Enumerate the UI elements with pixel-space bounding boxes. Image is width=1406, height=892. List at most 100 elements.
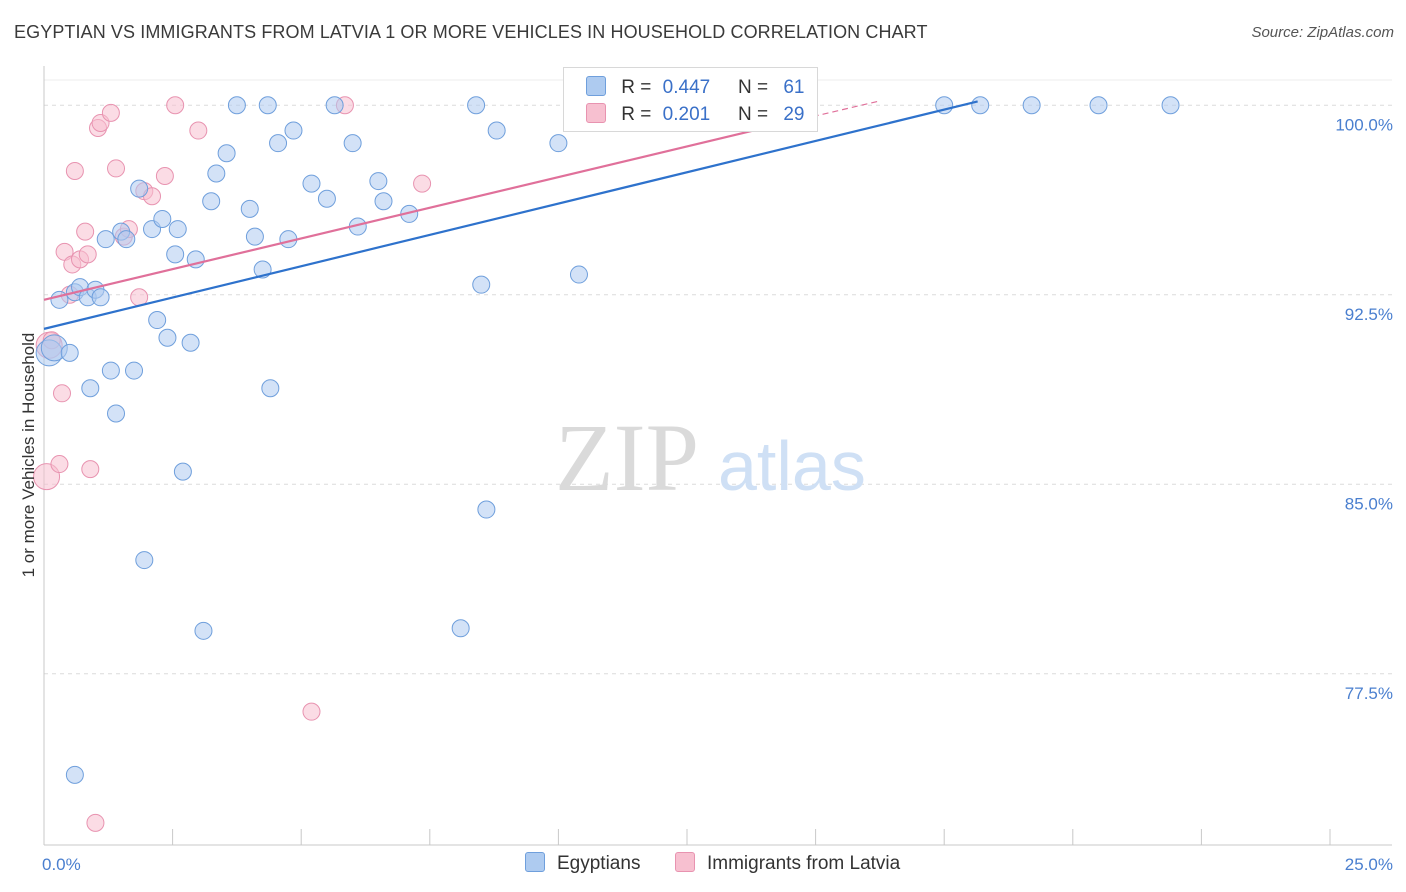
chart-source: Source: ZipAtlas.com — [1251, 24, 1394, 41]
data-point — [477, 500, 496, 519]
legend-r-label: R = — [621, 77, 652, 98]
trend-line-egyptians — [43, 100, 978, 330]
data-point — [158, 328, 177, 347]
data-point — [302, 702, 321, 721]
data-point — [325, 96, 344, 115]
x-tick-label: 25.0% — [1345, 855, 1393, 874]
data-point — [374, 192, 393, 211]
data-point — [1022, 96, 1041, 115]
data-point — [269, 134, 288, 153]
data-point — [202, 192, 221, 211]
data-point — [81, 379, 100, 398]
data-point — [549, 134, 568, 153]
data-point — [207, 164, 226, 183]
data-point — [91, 288, 110, 307]
legend-row-latvia: R = 0.201 N = 29 — [586, 103, 804, 125]
watermark-atlas: atlas — [718, 427, 866, 505]
legend-n-label: N = — [737, 77, 769, 98]
data-point — [258, 96, 277, 115]
legend-n-value: 29 — [783, 104, 805, 125]
gridlines — [44, 79, 1392, 675]
chart-title: EGYPTIAN VS IMMIGRANTS FROM LATVIA 1 OR … — [14, 22, 928, 42]
y-axis-label: 1 or more Vehicles in Household — [19, 333, 38, 578]
data-point — [472, 275, 491, 294]
watermark: ZIP atlas — [555, 404, 866, 511]
watermark-zip: ZIP — [555, 404, 699, 511]
axis-labels: 100.0% 92.5% 85.0% 77.5% 0.0% 25.0% 1 or more … — [19, 115, 1393, 874]
data-point — [317, 189, 336, 208]
legend-label-latvia: Immigrants from Latvia — [707, 853, 901, 874]
legend-r-value: 0.447 — [662, 77, 711, 98]
data-point — [181, 333, 200, 352]
data-point — [227, 96, 246, 115]
legend-r-value: 0.201 — [662, 104, 711, 125]
trend-lines — [43, 100, 978, 330]
data-point — [107, 404, 126, 423]
data-point — [302, 174, 321, 193]
data-point — [245, 227, 264, 246]
data-point — [135, 551, 154, 570]
data-point — [155, 167, 174, 186]
legend-swatch-pink — [586, 103, 606, 123]
data-point — [101, 103, 120, 122]
data-point — [148, 311, 167, 330]
data-point — [173, 462, 192, 481]
data-point — [569, 265, 588, 284]
axes — [43, 66, 1392, 846]
legend-swatch-blue — [586, 76, 606, 96]
data-point — [50, 455, 69, 474]
y-tick-label: 85.0% — [1345, 494, 1393, 513]
y-tick-label: 77.5% — [1345, 684, 1393, 703]
data-point — [153, 209, 172, 228]
data-point — [194, 621, 213, 640]
series-latvia-points — [33, 96, 432, 832]
data-point — [343, 134, 362, 153]
data-point — [451, 619, 470, 638]
legend-label-egyptians: Egyptians — [557, 853, 641, 874]
data-point — [240, 199, 259, 218]
legend-swatch-latvia — [675, 852, 695, 872]
legend-r-label: R = — [621, 104, 652, 125]
data-point — [53, 384, 72, 403]
data-point — [413, 174, 432, 193]
data-point — [125, 361, 144, 380]
data-point — [96, 230, 115, 249]
data-point — [78, 245, 97, 264]
data-point — [166, 96, 185, 115]
data-point — [487, 121, 506, 140]
data-point — [189, 121, 208, 140]
legend-item-egyptians: Egyptians — [525, 852, 640, 875]
data-point — [369, 172, 388, 191]
series-egyptians-points — [35, 96, 1180, 784]
data-point — [1089, 96, 1108, 115]
data-point — [65, 765, 84, 784]
data-point — [76, 222, 95, 241]
data-point — [166, 245, 185, 264]
stats-legend: R = 0.447 N = 61 R = 0.201 N = 29 — [563, 67, 818, 132]
legend-n-value: 61 — [783, 77, 805, 98]
data-point — [217, 144, 236, 163]
data-point — [65, 161, 84, 180]
data-point — [467, 96, 486, 115]
series-legend: Egyptians Immigrants from Latvia — [0, 850, 1406, 878]
legend-row-egyptians: R = 0.447 N = 61 — [586, 76, 804, 98]
data-point — [81, 460, 100, 479]
x-tick-label: 0.0% — [42, 855, 81, 874]
y-tick-label: 100.0% — [1335, 115, 1393, 134]
data-point — [284, 121, 303, 140]
data-point — [1161, 96, 1180, 115]
data-point — [971, 96, 990, 115]
data-point — [117, 230, 136, 249]
data-point — [168, 220, 187, 239]
data-point — [261, 379, 280, 398]
trend-line-latvia — [43, 126, 765, 301]
data-point — [101, 361, 120, 380]
data-point — [107, 159, 126, 178]
legend-item-latvia: Immigrants from Latvia — [675, 852, 900, 875]
data-point — [60, 343, 79, 362]
legend-swatch-egyptians — [525, 852, 545, 872]
data-point — [86, 813, 105, 832]
legend-n-label: N = — [737, 104, 769, 125]
data-point — [130, 179, 149, 198]
